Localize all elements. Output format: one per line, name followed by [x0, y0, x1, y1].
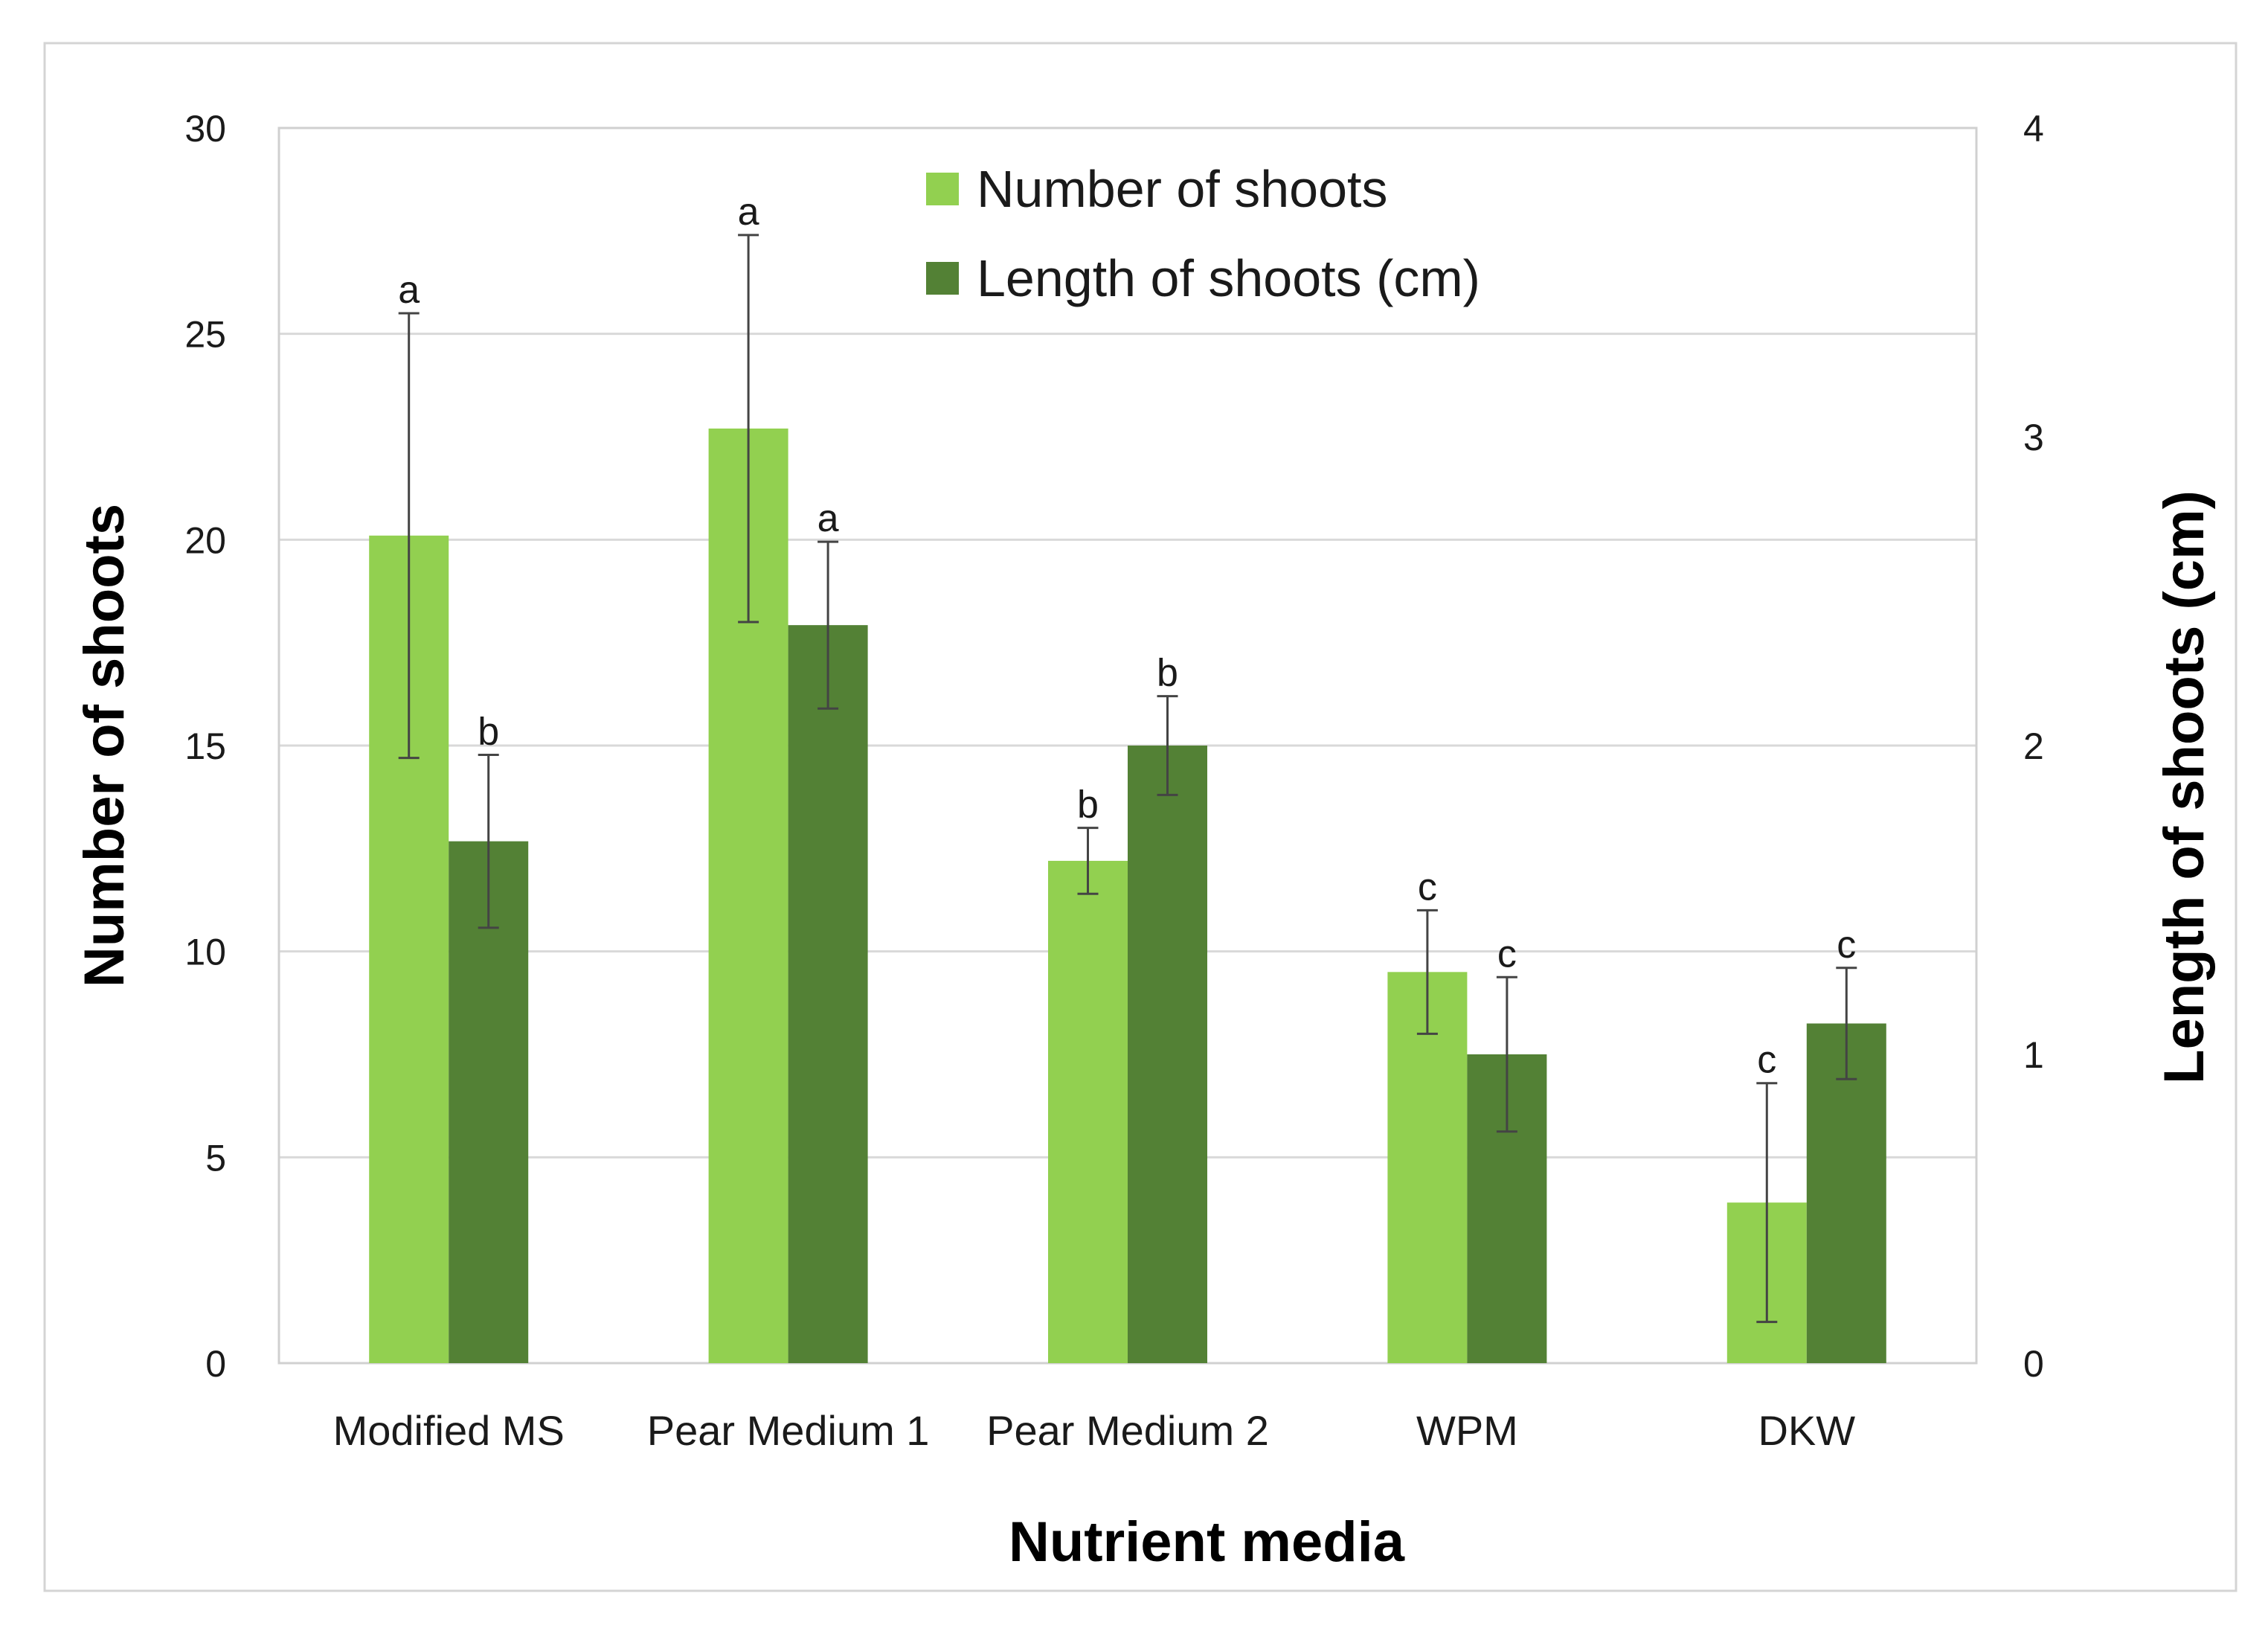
y-axis-right-title: Length of shoots (cm) — [2153, 490, 2216, 1084]
x-category-label-2: Pear Medium 2 — [986, 1407, 1269, 1454]
x-category-label-3: WPM — [1416, 1407, 1518, 1454]
y-left-tick-label-0: 0 — [205, 1343, 226, 1385]
legend-label-1: Length of shoots (cm) — [977, 249, 1480, 307]
bar-series0-cat3 — [1387, 972, 1468, 1363]
significance-letter-series1-cat1: a — [817, 497, 839, 540]
legend-swatch-1 — [926, 262, 959, 295]
y-left-tick-label-1: 5 — [205, 1137, 226, 1179]
significance-letter-series0-cat0: a — [398, 269, 420, 312]
significance-letter-series1-cat4: c — [1837, 923, 1856, 967]
y-axis-left-ticks: 0 5 10 15 20 25 30 — [184, 108, 226, 1385]
bar-series0-cat2 — [1048, 860, 1128, 1363]
significance-letter-series1-cat0: b — [478, 710, 499, 753]
bar-series1-cat2 — [1128, 746, 1207, 1363]
y-right-tick-label-0: 0 — [2023, 1343, 2044, 1385]
legend-label-0: Number of shoots — [977, 160, 1387, 218]
x-category-label-4: DKW — [1758, 1407, 1855, 1454]
chart-border — [43, 42, 2238, 1592]
y-axis-right-ticks: 0 1 2 3 4 — [2023, 108, 2044, 1385]
error-bars — [398, 234, 1857, 1324]
y-right-tick-label-4: 4 — [2023, 108, 2044, 150]
x-category-label-0: Modified MS — [333, 1407, 565, 1454]
y-right-tick-label-3: 3 — [2023, 417, 2044, 458]
significance-letter-series1-cat3: c — [1497, 932, 1517, 975]
x-category-label-1: Pear Medium 1 — [647, 1407, 930, 1454]
x-axis-categories: Modified MS Pear Medium 1 Pear Medium 2 WPM… — [333, 1407, 1856, 1454]
y-right-tick-label-1: 1 — [2023, 1034, 2044, 1076]
x-axis-title: Nutrient media — [1009, 1510, 1405, 1574]
y-left-tick-label-4: 20 — [184, 519, 226, 561]
y-left-tick-label-6: 30 — [184, 108, 226, 150]
legend: Number of shoots Length of shoots (cm) — [926, 160, 1480, 307]
y-left-tick-label-3: 15 — [184, 725, 226, 767]
significance-letter-series0-cat1: a — [738, 190, 759, 234]
y-left-tick-label-5: 25 — [184, 314, 226, 356]
significance-letter-series0-cat3: c — [1418, 865, 1437, 909]
legend-swatch-0 — [926, 173, 959, 205]
y-left-tick-label-2: 10 — [184, 932, 226, 973]
y-axis-left-title: Number of shoots — [73, 504, 136, 987]
significance-letter-series0-cat2: b — [1077, 784, 1099, 827]
significance-letter-series0-cat4: c — [1757, 1039, 1776, 1082]
y-right-tick-label-2: 2 — [2023, 725, 2044, 767]
significance-letters: a b a a b b c c c c — [398, 190, 1856, 1082]
significance-letter-series1-cat2: b — [1157, 652, 1178, 695]
bar-series1-cat1 — [788, 625, 868, 1363]
